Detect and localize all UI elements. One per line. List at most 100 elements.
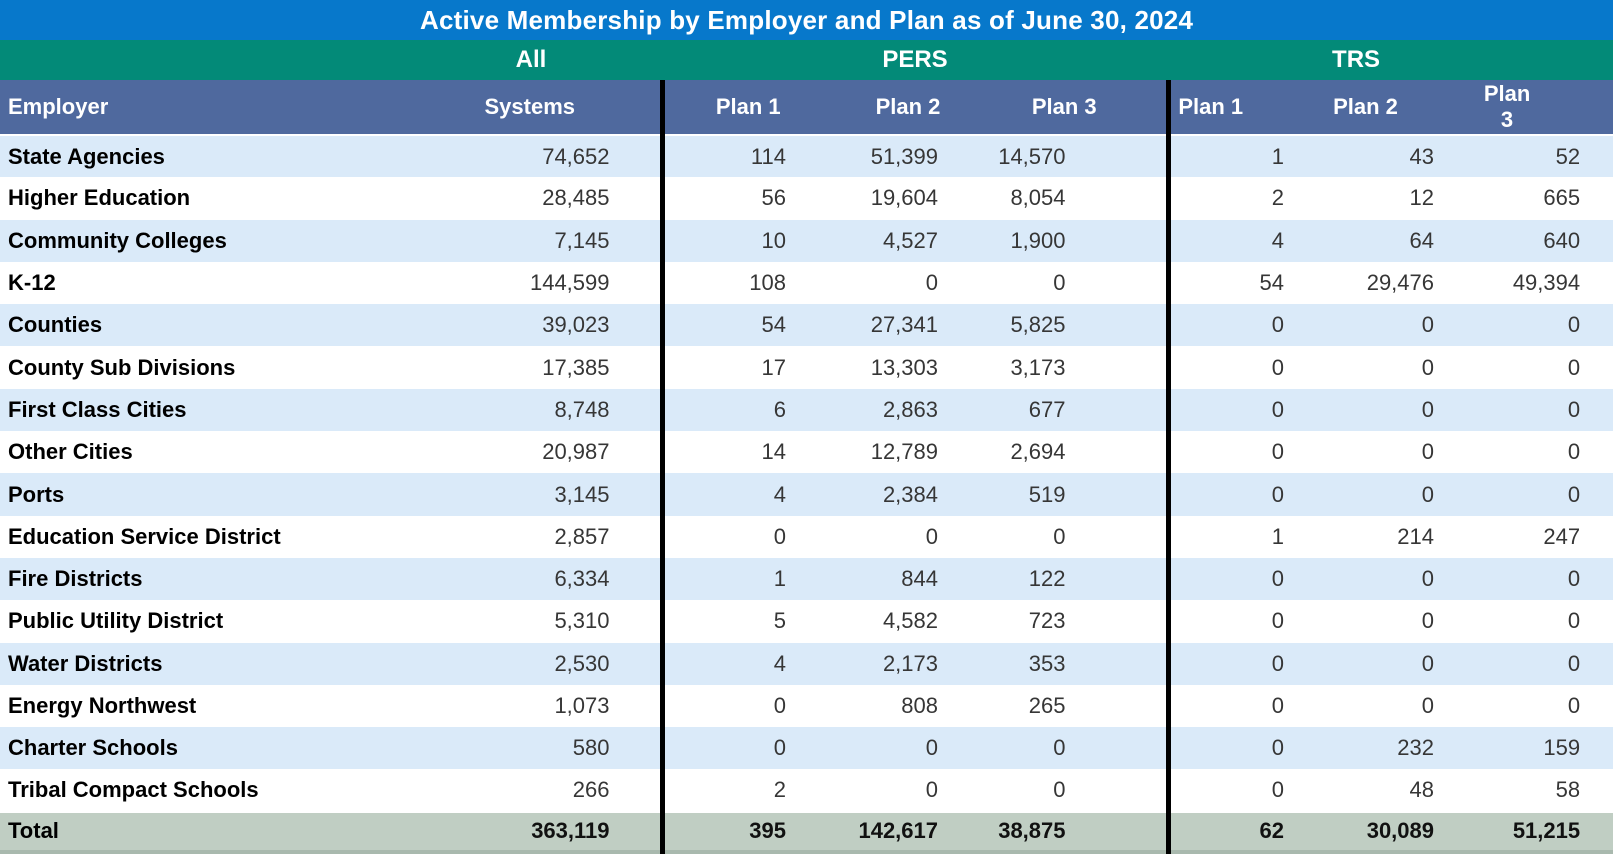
value-cell: 28,485 xyxy=(400,177,662,220)
group-header-spacer xyxy=(0,40,400,80)
value-cell: 0 xyxy=(1330,388,1480,432)
value-cell: 48 xyxy=(1330,769,1480,812)
employer-cell: Education Service District xyxy=(0,515,400,558)
table-row: First Class Cities 8,748 6 2,863 677 0 0 0 xyxy=(0,388,1613,432)
table-row: Education Service District 2,857 0 0 0 1 214 24… xyxy=(0,515,1613,558)
value-cell: 2,384 xyxy=(832,473,984,516)
employer-cell: Charter Schools xyxy=(0,727,400,770)
group-header-all: All xyxy=(400,40,662,80)
employer-cell: State Agencies xyxy=(0,135,400,178)
column-header-pers-plan2: Plan 2 xyxy=(832,80,984,136)
value-cell: 10 xyxy=(659,219,832,262)
value-cell: 0 xyxy=(1330,304,1480,347)
value-cell: 0 xyxy=(1165,642,1330,685)
column-header-trs-plan1: Plan 1 xyxy=(1165,80,1330,136)
value-cell: 214 xyxy=(1330,515,1480,558)
column-header-systems: Systems xyxy=(400,80,662,136)
value-cell: 2 xyxy=(659,769,832,812)
value-cell: 5,825 xyxy=(984,304,1168,347)
value-cell: 114 xyxy=(659,135,832,178)
value-cell: 142,617 xyxy=(832,810,984,852)
value-cell: 54 xyxy=(659,304,832,347)
value-cell: 0 xyxy=(1480,642,1613,685)
value-cell: 266 xyxy=(400,769,662,812)
value-cell: 232 xyxy=(1330,727,1480,770)
value-cell: 2,863 xyxy=(832,388,984,432)
table-row: State Agencies 74,652 114 51,399 14,570 1 43 52 xyxy=(0,135,1613,178)
value-cell: 2,530 xyxy=(400,642,662,685)
value-cell: 43 xyxy=(1330,135,1480,178)
employer-cell: Public Utility District xyxy=(0,600,400,643)
value-cell: 723 xyxy=(984,600,1168,643)
value-cell: 159 xyxy=(1480,727,1613,770)
employer-cell: First Class Cities xyxy=(0,388,400,432)
value-cell: 640 xyxy=(1480,219,1613,262)
value-cell: 1 xyxy=(1165,135,1330,178)
value-cell: 0 xyxy=(1480,473,1613,516)
value-cell: 3,145 xyxy=(400,473,662,516)
table-row: K-12 144,599 108 0 0 54 29,476 49,394 xyxy=(0,261,1613,305)
column-header-trs-plan2: Plan 2 xyxy=(1330,80,1480,136)
value-cell: 0 xyxy=(1165,346,1330,389)
value-cell: 2,694 xyxy=(984,431,1168,474)
employer-cell: Fire Districts xyxy=(0,557,400,601)
value-cell: 2 xyxy=(1165,177,1330,220)
group-header-trs: TRS xyxy=(1168,40,1613,80)
value-cell: 4 xyxy=(659,473,832,516)
table-row: Water Districts 2,530 4 2,173 353 0 0 0 xyxy=(0,642,1613,685)
table-row: Public Utility District 5,310 5 4,582 723 0 0 0 xyxy=(0,600,1613,643)
value-cell: 0 xyxy=(1330,600,1480,643)
value-cell: 20,987 xyxy=(400,431,662,474)
value-cell: 27,341 xyxy=(832,304,984,347)
total-label-cell: Total xyxy=(0,810,400,852)
value-cell: 12,789 xyxy=(832,431,984,474)
value-cell: 665 xyxy=(1480,177,1613,220)
employer-cell: Tribal Compact Schools xyxy=(0,769,400,812)
title-row: Active Membership by Employer and Plan a… xyxy=(0,0,1613,40)
value-cell: 0 xyxy=(984,515,1168,558)
value-cell: 0 xyxy=(1330,642,1480,685)
value-cell: 519 xyxy=(984,473,1168,516)
value-cell: 64 xyxy=(1330,219,1480,262)
value-cell: 0 xyxy=(659,684,832,728)
value-cell: 122 xyxy=(984,557,1168,601)
value-cell: 0 xyxy=(1480,684,1613,728)
value-cell: 13,303 xyxy=(832,346,984,389)
value-cell: 17 xyxy=(659,346,832,389)
value-cell: 395 xyxy=(659,810,832,852)
table-row: Counties 39,023 54 27,341 5,825 0 0 0 xyxy=(0,304,1613,347)
value-cell: 0 xyxy=(832,261,984,305)
value-cell: 0 xyxy=(832,727,984,770)
value-cell: 677 xyxy=(984,388,1168,432)
table-row: Community Colleges 7,145 10 4,527 1,900 4 64 64… xyxy=(0,219,1613,262)
value-cell: 0 xyxy=(1165,473,1330,516)
value-cell: 0 xyxy=(1330,557,1480,601)
value-cell: 3,173 xyxy=(984,346,1168,389)
value-cell: 0 xyxy=(1165,600,1330,643)
table-row: Fire Districts 6,334 1 844 122 0 0 0 xyxy=(0,557,1613,601)
employer-cell: Water Districts xyxy=(0,642,400,685)
value-cell: 0 xyxy=(1165,769,1330,812)
employer-cell: Community Colleges xyxy=(0,219,400,262)
group-header-row: All PERS TRS xyxy=(0,40,1613,80)
value-cell: 56 xyxy=(659,177,832,220)
value-cell: 51,215 xyxy=(1480,810,1613,852)
value-cell: 0 xyxy=(1480,346,1613,389)
value-cell: 363,119 xyxy=(400,810,662,852)
value-cell: 144,599 xyxy=(400,261,662,305)
value-cell: 17,385 xyxy=(400,346,662,389)
table-row: Tribal Compact Schools 266 2 0 0 0 48 58 xyxy=(0,769,1613,812)
value-cell: 0 xyxy=(1330,346,1480,389)
value-cell: 58 xyxy=(1480,769,1613,812)
value-cell: 0 xyxy=(832,515,984,558)
value-cell: 0 xyxy=(1165,304,1330,347)
value-cell: 0 xyxy=(1480,431,1613,474)
total-row: Total 363,119 395 142,617 38,875 62 30,089 51,2… xyxy=(0,810,1613,852)
table-body: State Agencies 74,652 114 51,399 14,570 1 43 52… xyxy=(0,135,1613,852)
value-cell: 0 xyxy=(1480,557,1613,601)
value-cell: 1,073 xyxy=(400,684,662,728)
value-cell: 0 xyxy=(659,727,832,770)
column-header-row: Employer Systems Plan 1 Plan 2 Plan 3 Pl… xyxy=(0,80,1613,136)
table-row: Higher Education 28,485 56 19,604 8,054 2 12 66… xyxy=(0,177,1613,220)
